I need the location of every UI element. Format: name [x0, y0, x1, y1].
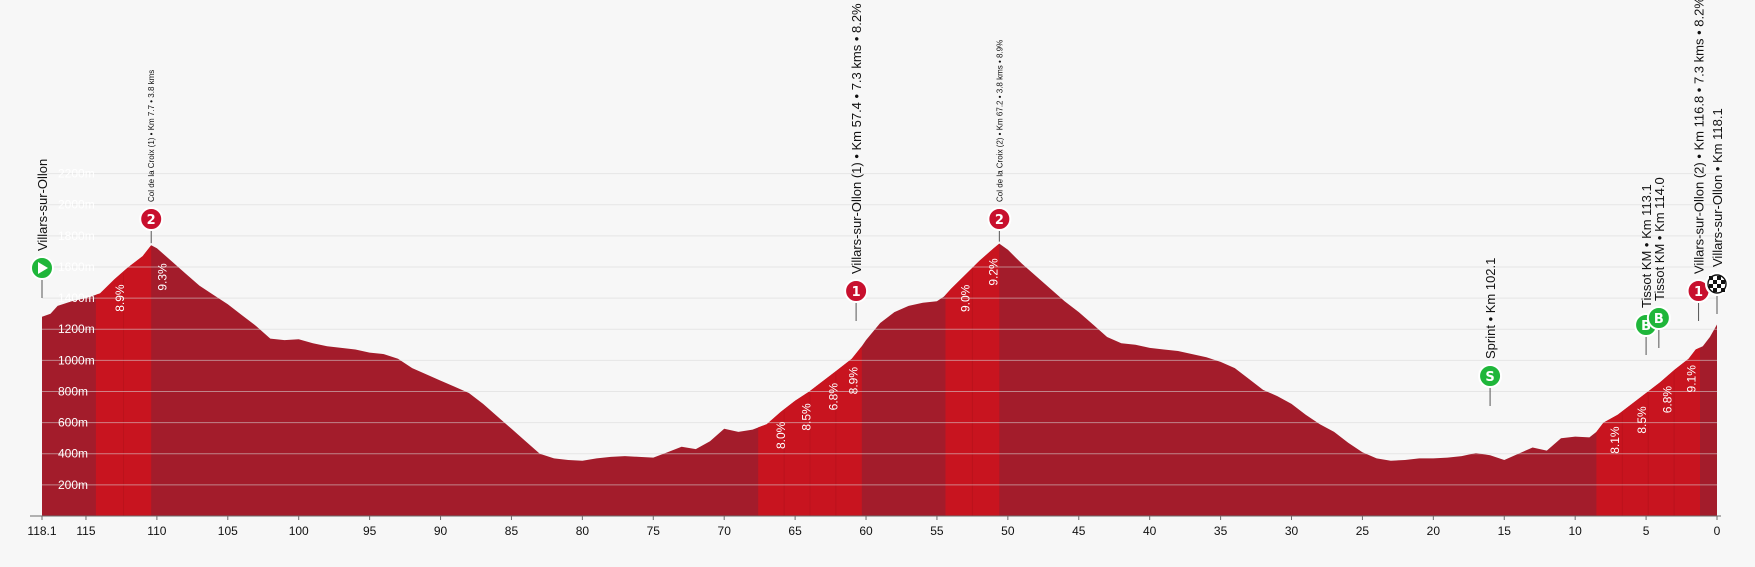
- x-tick-label: 10: [1568, 524, 1582, 538]
- marker-badge: [1646, 306, 1671, 330]
- marker-cat: 2 Col de la Croix (2) • Km 67.2 • 3.8 kms…: [987, 40, 1012, 242]
- marker-symbol: 2: [147, 213, 156, 228]
- gradient-label: 8.5%: [1635, 406, 1649, 434]
- marker-symbol: B: [1641, 319, 1651, 334]
- y-tick-label: 1000m: [58, 353, 95, 367]
- gradient-label: 6.8%: [1660, 386, 1674, 414]
- x-tick-label: 15: [1498, 524, 1512, 538]
- marker-label: Tissot KM • Km 113.1: [1639, 184, 1654, 308]
- marker-symbol: 2: [995, 213, 1004, 228]
- gradient-label: 9.3%: [156, 263, 170, 291]
- x-tick-label: 95: [363, 524, 377, 538]
- play-icon: [38, 262, 48, 274]
- marker-label: Tissot KM • Km 114.0: [1652, 177, 1667, 301]
- x-tick-label: 75: [647, 524, 661, 538]
- x-tick-label: 100: [289, 524, 309, 538]
- x-tick-label: 25: [1356, 524, 1370, 538]
- gradient-labels: 8.9% 9.3% 8.0% 8.5% 6.8% 8.9% 9.0% 9.2% 8.1% 8.5%…: [113, 258, 1699, 454]
- marker-symbol: S: [1485, 370, 1494, 385]
- x-tick-label: 35: [1214, 524, 1228, 538]
- marker-cat: 2 Col de la Croix (1) • Km 7.7 • 3.8 kms: [139, 70, 164, 244]
- gradient-label: 9.1%: [1685, 365, 1699, 393]
- marker-symbol: 1: [1694, 285, 1703, 300]
- marker-label: Col de la Croix (2) • Km 67.2 • 3.8 kms …: [995, 40, 1004, 202]
- marker-label: Villars-sur-Ollon: [35, 159, 50, 251]
- y-axis: 200m 400m 600m 800m 1000m 1200m 1400m 1600m 1800…: [58, 167, 95, 492]
- gradient-label: 8.9%: [113, 284, 127, 312]
- x-tick-label: 20: [1427, 524, 1441, 538]
- checker-square: [1721, 280, 1725, 284]
- marker-bonus: B Tissot KM • Km 114.0: [1646, 177, 1671, 348]
- y-tick-label: 2200m: [58, 167, 95, 181]
- marker-label: Villars-sur-Ollon • Km 118.1: [1710, 108, 1725, 267]
- gradient-label: 9.2%: [987, 258, 1001, 286]
- gradient-label: 6.8%: [826, 383, 840, 411]
- x-tick-label: 30: [1285, 524, 1299, 538]
- y-tick-label: 1200m: [58, 322, 95, 336]
- gradient-label: 8.9%: [846, 367, 860, 395]
- x-tick-label: 118.1: [27, 524, 56, 538]
- x-tick-label: 40: [1143, 524, 1157, 538]
- x-tick-label: 90: [434, 524, 448, 538]
- checker-square: [1709, 284, 1713, 288]
- marker-cat: 1 Villars-sur-Ollon (1) • Km 57.4 • 7.3 k…: [844, 3, 869, 321]
- checker-square: [1713, 280, 1717, 284]
- x-axis: 118.1 115 110 105 100 95 90 85 80 75 70 65 60 55 50 45 4…: [27, 516, 1721, 538]
- y-tick-label: 200m: [58, 478, 88, 492]
- checker-square: [1717, 276, 1721, 280]
- y-tick-label: 1800m: [58, 229, 95, 243]
- marker-label: Villars-sur-Ollon (2) • Km 116.8 • 7.3 k…: [1692, 0, 1707, 274]
- gradient-label: 9.0%: [958, 284, 972, 312]
- y-tick-label: 400m: [58, 447, 88, 461]
- x-tick-label: 55: [930, 524, 944, 538]
- x-tick-label: 70: [718, 524, 732, 538]
- checker-square: [1713, 288, 1717, 292]
- marker-badge: [139, 207, 164, 231]
- marker-finish: Villars-sur-Ollon • Km 118.1: [1705, 108, 1729, 314]
- x-tick-label: 80: [576, 524, 590, 538]
- marker-cat: 1 Villars-sur-Ollon (2) • Km 116.8 • 7.3 …: [1686, 0, 1711, 321]
- x-tick-label: 65: [788, 524, 802, 538]
- grid-layer: [30, 173, 1721, 517]
- marker-badge: [844, 279, 869, 303]
- x-tick-label: 5: [1643, 524, 1650, 538]
- y-tick-label: 800m: [58, 384, 88, 398]
- x-tick-label: 45: [1072, 524, 1086, 538]
- marker-symbol: 1: [852, 285, 861, 300]
- climb-markers: Villars-sur-Ollon 2 Col de la Croix (1) • …: [30, 0, 1729, 406]
- x-tick-label: 50: [1001, 524, 1015, 538]
- y-tick-label: 1400m: [58, 291, 95, 305]
- x-tick-label: 105: [218, 524, 238, 538]
- x-tick-label: 115: [76, 524, 95, 538]
- gradient-label: 8.0%: [774, 421, 788, 449]
- y-tick-label: 1600m: [58, 260, 95, 274]
- gradient-label: 8.1%: [1608, 426, 1622, 454]
- marker-label: Col de la Croix (1) • Km 7.7 • 3.8 kms: [147, 70, 156, 202]
- marker-symbol: B: [1654, 312, 1664, 327]
- gradient-label: 8.5%: [800, 403, 814, 431]
- marker-label: Sprint • Km 102.1: [1483, 258, 1498, 359]
- y-tick-label: 600m: [58, 416, 88, 430]
- elevation-area: [42, 243, 1717, 516]
- profile-layer: [42, 243, 1717, 516]
- x-tick-label: 110: [147, 524, 166, 538]
- checker-square: [1717, 284, 1721, 288]
- marker-start: Villars-sur-Ollon: [30, 159, 54, 298]
- x-tick-label: 85: [505, 524, 519, 538]
- x-tick-label: 0: [1714, 524, 1721, 538]
- marker-badge: [987, 207, 1012, 231]
- marker-label: Villars-sur-Ollon (1) • Km 57.4 • 7.3 km…: [849, 3, 864, 274]
- y-tick-label: 2000m: [58, 198, 95, 212]
- marker-badge: [1478, 364, 1503, 388]
- finish-ring: [1707, 274, 1727, 294]
- marker-sprint: S Sprint • Km 102.1: [1478, 258, 1503, 406]
- x-tick-label: 60: [859, 524, 873, 538]
